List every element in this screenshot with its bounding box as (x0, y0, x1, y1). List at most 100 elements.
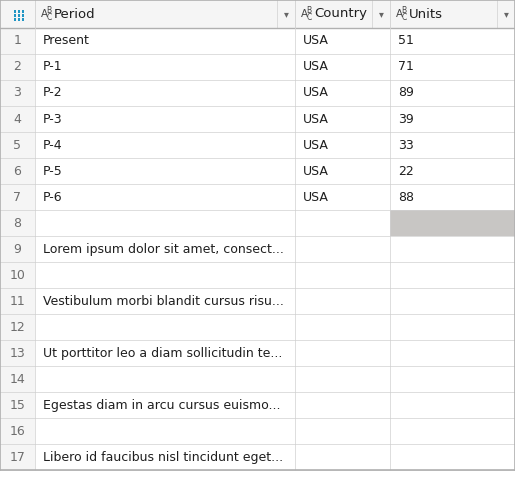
Bar (35, 340, 390, 366)
Text: 7: 7 (13, 191, 22, 204)
Bar (13, 14, 16, 17)
Text: ▾: ▾ (379, 9, 384, 19)
Text: ▾: ▾ (284, 9, 288, 19)
Text: USA: USA (303, 60, 329, 74)
Bar (35, 210, 390, 236)
Text: Libero id faucibus nisl tincidunt eget...: Libero id faucibus nisl tincidunt eget..… (43, 451, 283, 463)
Text: C: C (46, 13, 52, 22)
Text: 6: 6 (13, 165, 22, 177)
Text: 10: 10 (10, 269, 25, 282)
Text: USA: USA (303, 113, 329, 125)
Text: B: B (46, 6, 52, 15)
Bar (35, 366, 390, 392)
Text: 22: 22 (398, 165, 414, 177)
Bar (35, 392, 390, 418)
Text: 8: 8 (13, 216, 22, 230)
Text: Present: Present (43, 35, 90, 47)
Bar (0, 158, 35, 184)
Bar (390, 392, 515, 418)
Text: P-6: P-6 (43, 191, 63, 204)
Bar (0, 54, 35, 80)
Bar (35, 132, 515, 158)
Text: Lorem ipsum dolor sit amet, consect...: Lorem ipsum dolor sit amet, consect... (43, 243, 284, 255)
Bar (35, 184, 515, 210)
Text: 51: 51 (398, 35, 414, 47)
Bar (35, 262, 390, 288)
Text: 2: 2 (13, 60, 22, 74)
Text: 13: 13 (10, 346, 25, 360)
Text: 71: 71 (398, 60, 414, 74)
Bar (0, 340, 35, 366)
Text: P-2: P-2 (43, 86, 63, 99)
Bar (0, 106, 35, 132)
Bar (0, 0, 515, 28)
Bar (22, 18, 24, 21)
Bar (390, 366, 515, 392)
Text: 88: 88 (398, 191, 414, 204)
Bar (390, 288, 515, 314)
Text: C: C (402, 13, 407, 22)
Bar (0, 210, 35, 236)
Bar (35, 28, 515, 54)
Text: A: A (41, 9, 48, 19)
Text: Units: Units (409, 7, 443, 20)
Text: 11: 11 (10, 294, 25, 307)
Bar (35, 314, 390, 340)
Bar (22, 14, 24, 17)
Text: P-3: P-3 (43, 113, 63, 125)
Bar (390, 418, 515, 444)
Text: 4: 4 (13, 113, 22, 125)
Text: Ut porttitor leo a diam sollicitudin te...: Ut porttitor leo a diam sollicitudin te.… (43, 346, 282, 360)
Bar (22, 10, 24, 13)
Text: Country: Country (314, 7, 367, 20)
Text: 14: 14 (10, 372, 25, 385)
Text: C: C (306, 13, 312, 22)
Bar (35, 288, 390, 314)
Bar (390, 314, 515, 340)
Bar (0, 184, 35, 210)
Bar (0, 132, 35, 158)
Bar (0, 366, 35, 392)
Bar (0, 262, 35, 288)
Text: USA: USA (303, 86, 329, 99)
Text: USA: USA (303, 35, 329, 47)
Text: Vestibulum morbi blandit cursus risu...: Vestibulum morbi blandit cursus risu... (43, 294, 284, 307)
Bar (35, 54, 515, 80)
Text: Egestas diam in arcu cursus euismo...: Egestas diam in arcu cursus euismo... (43, 399, 281, 412)
Text: Period: Period (54, 7, 96, 20)
Bar (35, 418, 390, 444)
Bar (18, 14, 20, 17)
Bar (13, 10, 16, 13)
Bar (0, 288, 35, 314)
Bar (390, 340, 515, 366)
Bar (0, 314, 35, 340)
Bar (18, 18, 20, 21)
Text: 33: 33 (398, 138, 414, 152)
Text: 17: 17 (10, 451, 25, 463)
Bar (35, 236, 390, 262)
Bar (0, 28, 35, 54)
Text: P-4: P-4 (43, 138, 63, 152)
Bar (0, 392, 35, 418)
Bar (390, 444, 515, 470)
Bar (390, 262, 515, 288)
Text: 15: 15 (10, 399, 25, 412)
Bar (0, 80, 35, 106)
Text: B: B (402, 6, 407, 15)
Bar (0, 444, 35, 470)
Text: ▾: ▾ (504, 9, 508, 19)
Text: 89: 89 (398, 86, 414, 99)
Bar (18, 10, 20, 13)
Bar (35, 444, 390, 470)
Text: 5: 5 (13, 138, 22, 152)
Text: 9: 9 (13, 243, 22, 255)
Bar (35, 158, 515, 184)
Text: B: B (306, 6, 312, 15)
Text: A: A (301, 9, 308, 19)
Bar (390, 236, 515, 262)
Bar (0, 418, 35, 444)
Text: USA: USA (303, 138, 329, 152)
Bar (35, 80, 515, 106)
Text: 1: 1 (13, 35, 22, 47)
Bar (390, 210, 515, 236)
